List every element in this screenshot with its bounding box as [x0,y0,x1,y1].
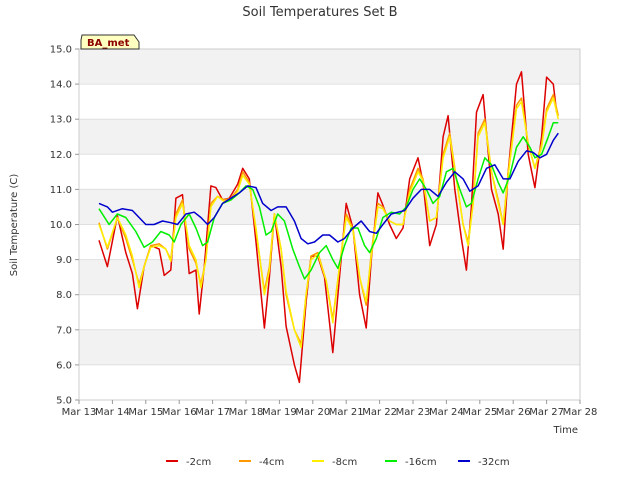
y-tick-label: 5.0 [56,396,72,407]
y-tick-label: 14.0 [50,80,72,91]
band [79,259,580,295]
band [79,119,580,155]
legend-label: -2cm [186,457,211,468]
band [79,84,580,120]
series-lines [98,71,560,384]
y-tick-label: 6.0 [56,360,72,371]
series-line-8cm [98,97,560,349]
legend: -2cm -4cm -8cm -16cm -32cm [166,457,510,468]
x-tick-label: Mar 20 [295,407,330,418]
band [79,154,580,190]
legend-label: -8cm [332,457,357,468]
legend-label: -4cm [259,457,284,468]
legend-label: -32cm [478,457,510,468]
y-tick-label: 12.0 [50,150,72,161]
x-tick-label: Mar 18 [229,407,264,418]
y-tick-label: 7.0 [56,325,72,336]
band [79,364,580,400]
y-tick-label: 15.0 [50,45,72,56]
x-tick-label: Mar 23 [396,407,431,418]
site-badge: BA_met [80,34,140,50]
series-line-32cm [98,132,559,245]
x-tick-label: Mar 26 [496,407,531,418]
x-tick-label: Mar 15 [128,407,163,418]
y-tick-label: 8.0 [56,290,72,301]
x-tick-label: Mar 19 [262,407,297,418]
site-badge-label: BA_met [87,38,130,49]
x-tick-label: Mar 17 [195,407,230,418]
legend-label: -16cm [405,457,437,468]
x-tick-label: Mar 28 [563,407,598,418]
series-line-2cm [98,71,558,384]
series-line-16cm [98,121,559,280]
x-tick-label: Mar 27 [529,407,564,418]
x-tick-label: Mar 16 [162,407,197,418]
x-tick-label: Mar 13 [62,407,97,418]
chart-title: Soil Temperatures Set B [242,5,397,20]
x-tick-label: Mar 22 [362,407,397,418]
band [79,329,580,365]
y-tick-label: 10.0 [50,220,72,231]
y-tick-label: 13.0 [50,115,72,126]
x-tick-label: Mar 24 [429,407,464,418]
x-tick-label: Mar 25 [462,407,497,418]
x-tick-label: Mar 14 [95,407,130,418]
y-tick-label: 9.0 [56,255,72,266]
y-axis-ticks: 5.0 6.0 7.0 8.0 9.0 10.0 11.0 12.0 13.0 14.0 15.0 [50,45,79,407]
y-axis-label: Soil Temperature (C) [9,174,20,277]
y-tick-label: 11.0 [50,185,72,196]
x-tick-label: Mar 21 [329,407,364,418]
band [79,49,580,85]
x-axis-label: Time [553,425,578,436]
